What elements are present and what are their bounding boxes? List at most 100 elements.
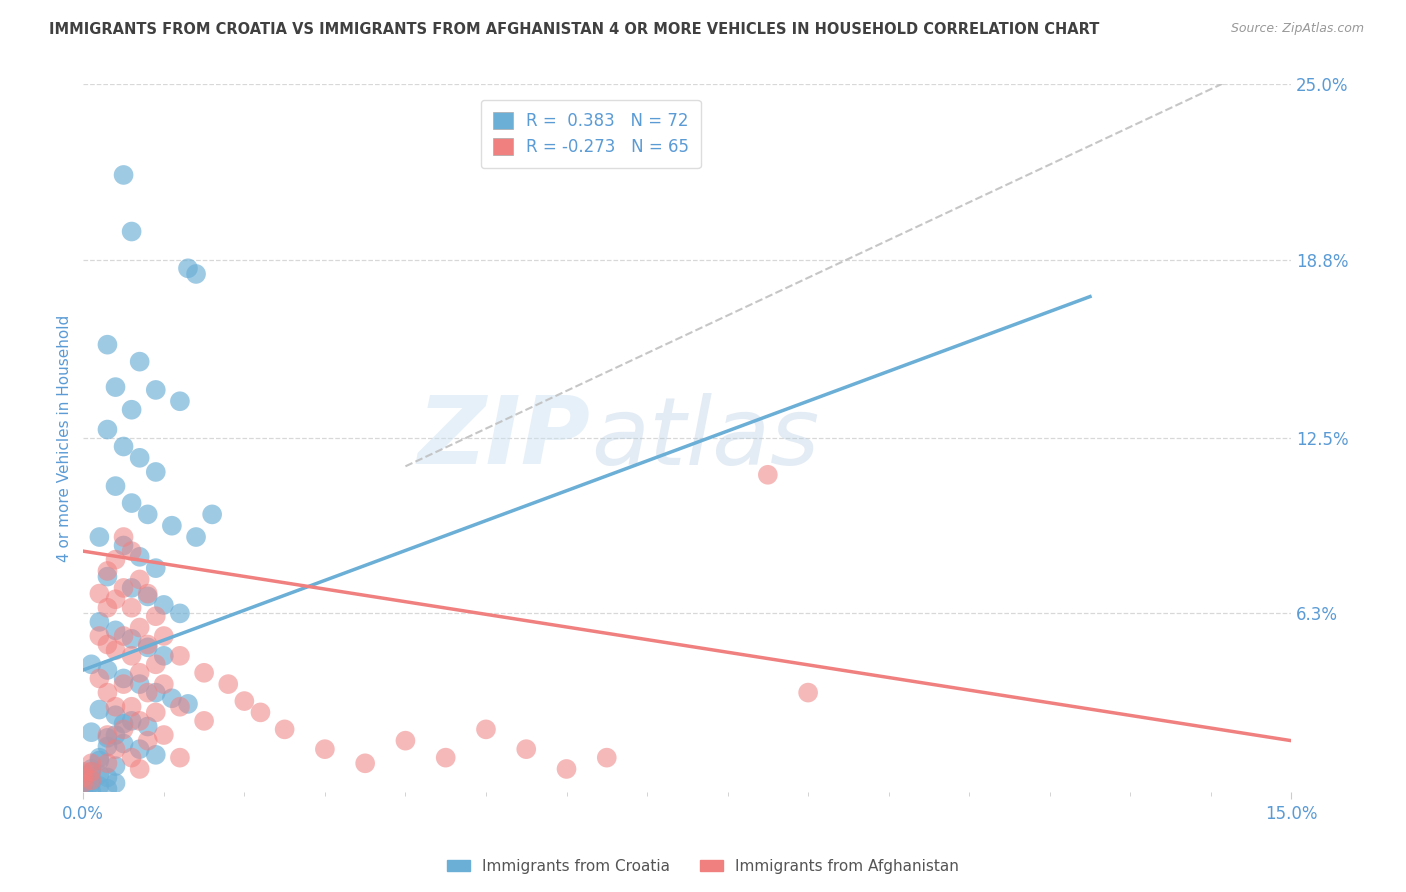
Point: [96, 756, 118, 771]
Point: [72, 764, 94, 779]
Point: [96, 638, 118, 652]
Point: [153, 677, 176, 691]
Point: [121, 402, 143, 417]
Point: [169, 750, 191, 764]
Point: [434, 750, 457, 764]
Point: [160, 518, 183, 533]
Point: [72, 771, 94, 785]
Point: [136, 508, 159, 522]
Point: [104, 776, 127, 790]
Point: [96, 663, 118, 677]
Point: [160, 691, 183, 706]
Point: [89, 779, 111, 793]
Point: [153, 598, 176, 612]
Point: [89, 672, 111, 686]
Point: [128, 677, 150, 691]
Point: [136, 685, 159, 699]
Point: [153, 648, 176, 663]
Point: [136, 640, 159, 655]
Point: [153, 629, 176, 643]
Point: [128, 549, 150, 564]
Point: [112, 629, 135, 643]
Point: [72, 776, 94, 790]
Point: [104, 479, 127, 493]
Legend: Immigrants from Croatia, Immigrants from Afghanistan: Immigrants from Croatia, Immigrants from…: [440, 853, 966, 880]
Point: [153, 728, 176, 742]
Point: [104, 699, 127, 714]
Point: [128, 354, 150, 368]
Point: [177, 261, 200, 276]
Point: [104, 624, 127, 638]
Point: [80, 725, 103, 739]
Point: [112, 716, 135, 731]
Point: [104, 552, 127, 566]
Point: [121, 714, 143, 728]
Point: [136, 733, 159, 747]
Point: [145, 747, 167, 762]
Point: [80, 773, 103, 788]
Point: [121, 581, 143, 595]
Point: [89, 702, 111, 716]
Point: [145, 657, 167, 672]
Point: [96, 423, 118, 437]
Point: [89, 629, 111, 643]
Point: [128, 742, 150, 756]
Point: [112, 737, 135, 751]
Point: [96, 337, 118, 351]
Point: [177, 697, 200, 711]
Point: [96, 731, 118, 745]
Point: [128, 621, 150, 635]
Point: [201, 508, 224, 522]
Point: [273, 723, 295, 737]
Point: [96, 771, 118, 785]
Point: [112, 672, 135, 686]
Point: [136, 590, 159, 604]
Point: [104, 759, 127, 773]
Point: [169, 699, 191, 714]
Point: [96, 564, 118, 578]
Point: [121, 750, 143, 764]
Point: [80, 764, 103, 779]
Point: [128, 714, 150, 728]
Point: [96, 781, 118, 796]
Point: [797, 685, 820, 699]
Point: [96, 685, 118, 699]
Point: [89, 530, 111, 544]
Point: [80, 776, 103, 790]
Point: [112, 530, 135, 544]
Point: [169, 394, 191, 409]
Point: [394, 733, 416, 747]
Text: ZIP: ZIP: [418, 392, 591, 484]
Point: [112, 440, 135, 454]
Point: [475, 723, 498, 737]
Point: [184, 530, 207, 544]
Point: [121, 632, 143, 646]
Point: [80, 764, 103, 779]
Point: [104, 708, 127, 723]
Point: [96, 600, 118, 615]
Point: [145, 561, 167, 575]
Point: [89, 754, 111, 768]
Point: [96, 728, 118, 742]
Point: [121, 648, 143, 663]
Text: Source: ZipAtlas.com: Source: ZipAtlas.com: [1230, 22, 1364, 36]
Text: IMMIGRANTS FROM CROATIA VS IMMIGRANTS FROM AFGHANISTAN 4 OR MORE VEHICLES IN HOU: IMMIGRANTS FROM CROATIA VS IMMIGRANTS FR…: [49, 22, 1099, 37]
Point: [145, 609, 167, 624]
Point: [128, 573, 150, 587]
Point: [555, 762, 578, 776]
Point: [80, 762, 103, 776]
Point: [89, 615, 111, 629]
Point: [72, 781, 94, 796]
Point: [104, 742, 127, 756]
Point: [96, 569, 118, 583]
Point: [104, 643, 127, 657]
Point: [89, 586, 111, 600]
Point: [136, 719, 159, 733]
Point: [104, 728, 127, 742]
Point: [515, 742, 537, 756]
Point: [314, 742, 336, 756]
Point: [80, 773, 103, 788]
Point: [121, 699, 143, 714]
Point: [145, 383, 167, 397]
Text: atlas: atlas: [591, 392, 818, 483]
